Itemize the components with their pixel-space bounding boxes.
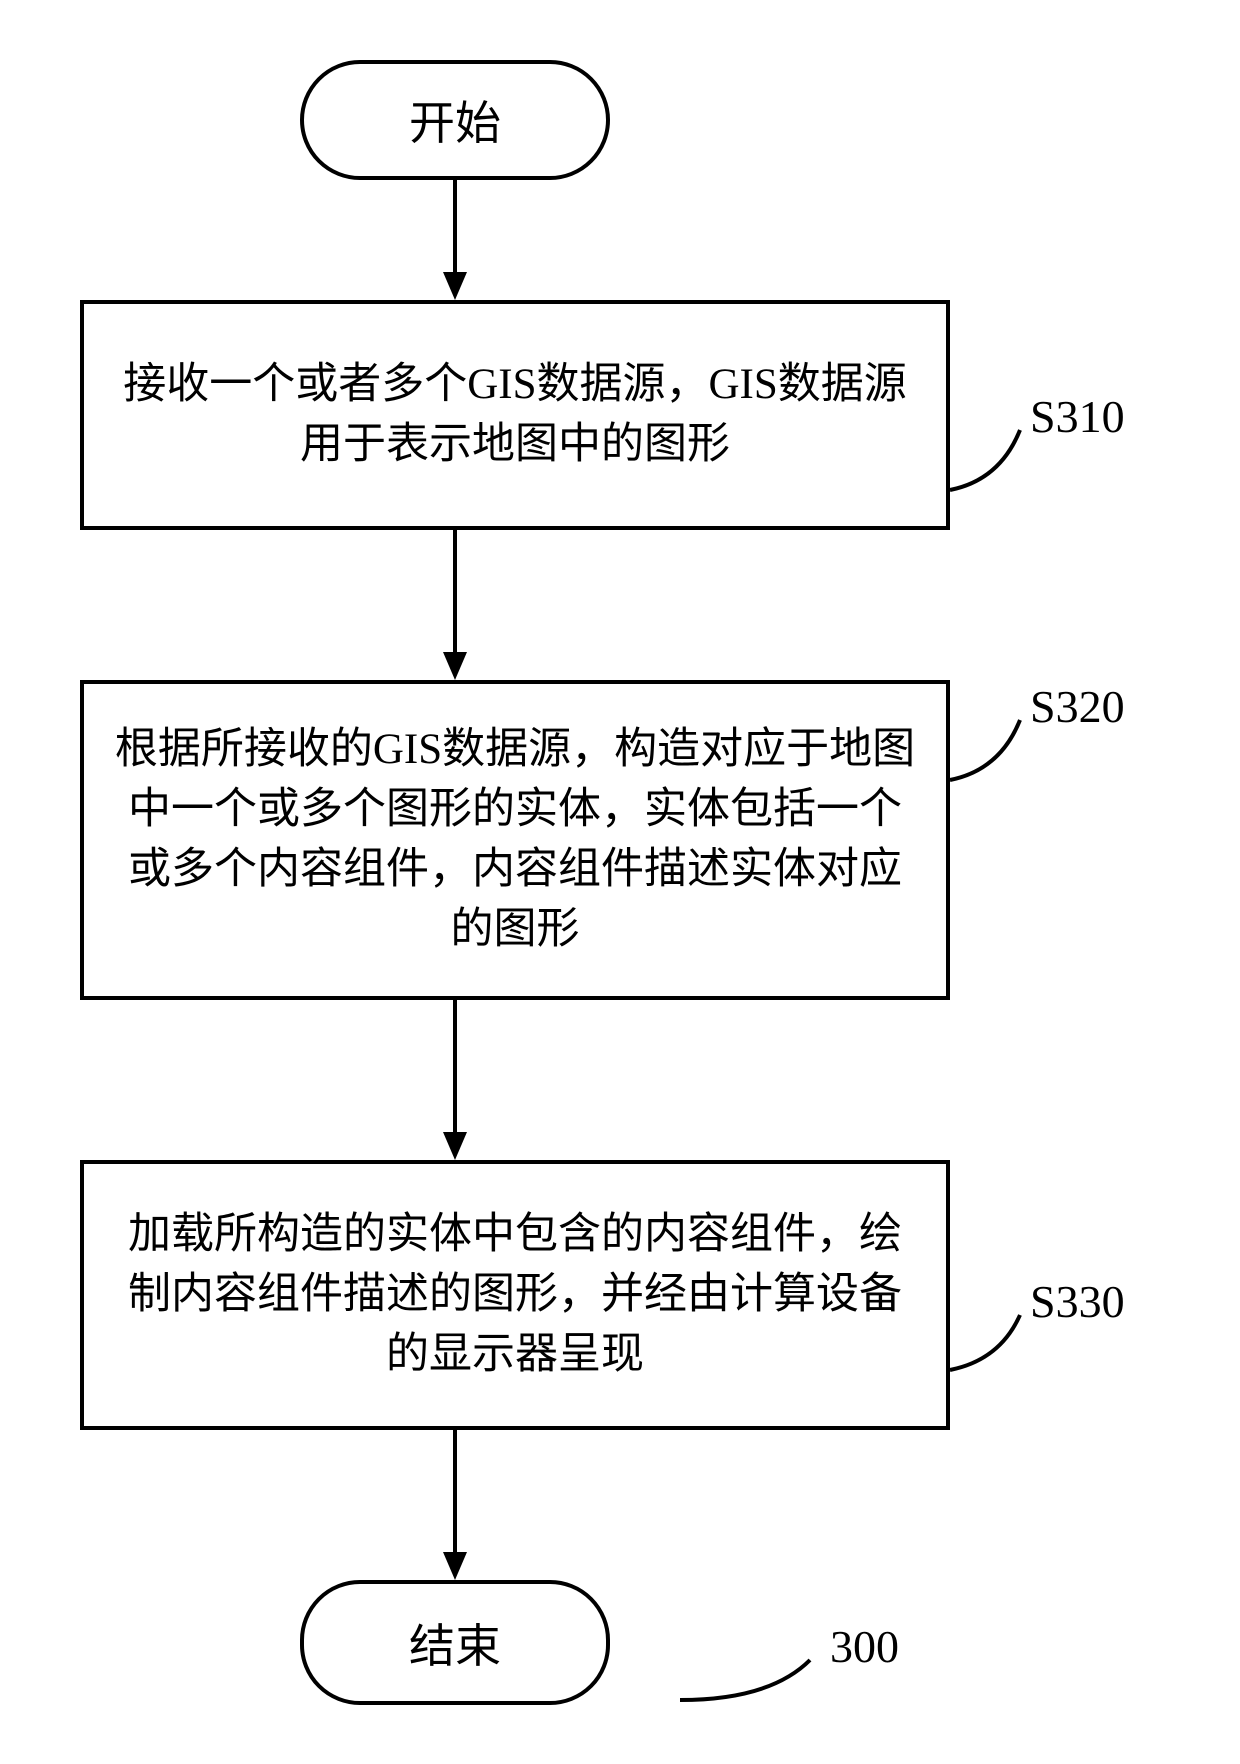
connector-s330: [950, 1315, 1020, 1370]
label-s330: S330: [1030, 1275, 1125, 1328]
step3-text: 加载所构造的实体中包含的内容组件，绘制内容组件描述的图形，并经由计算设备的显示器…: [114, 1205, 916, 1386]
flowchart-container: 开始 接收一个或者多个GIS数据源，GIS数据源用于表示地图中的图形 根据所接收…: [0, 0, 1240, 1764]
arrow-1-head: [443, 272, 467, 300]
label-s320: S320: [1030, 680, 1125, 733]
end-node: 结束: [300, 1580, 610, 1705]
step2-node: 根据所接收的GIS数据源，构造对应于地图中一个或多个图形的实体，实体包括一个或多…: [80, 680, 950, 1000]
label-figure-num: 300: [830, 1620, 899, 1673]
step3-node: 加载所构造的实体中包含的内容组件，绘制内容组件描述的图形，并经由计算设备的显示器…: [80, 1160, 950, 1430]
connector-s320: [950, 720, 1020, 780]
connector-s310: [950, 430, 1020, 490]
label-s310: S310: [1030, 390, 1125, 443]
arrow-3-head: [443, 1132, 467, 1160]
arrow-4-head: [443, 1552, 467, 1580]
step1-text: 接收一个或者多个GIS数据源，GIS数据源用于表示地图中的图形: [114, 355, 916, 475]
end-text: 结束: [409, 1610, 501, 1676]
connector-figure-num: [680, 1660, 810, 1700]
step2-text: 根据所接收的GIS数据源，构造对应于地图中一个或多个图形的实体，实体包括一个或多…: [114, 720, 916, 961]
step1-node: 接收一个或者多个GIS数据源，GIS数据源用于表示地图中的图形: [80, 300, 950, 530]
start-node: 开始: [300, 60, 610, 180]
arrow-2-head: [443, 652, 467, 680]
start-text: 开始: [409, 87, 501, 153]
